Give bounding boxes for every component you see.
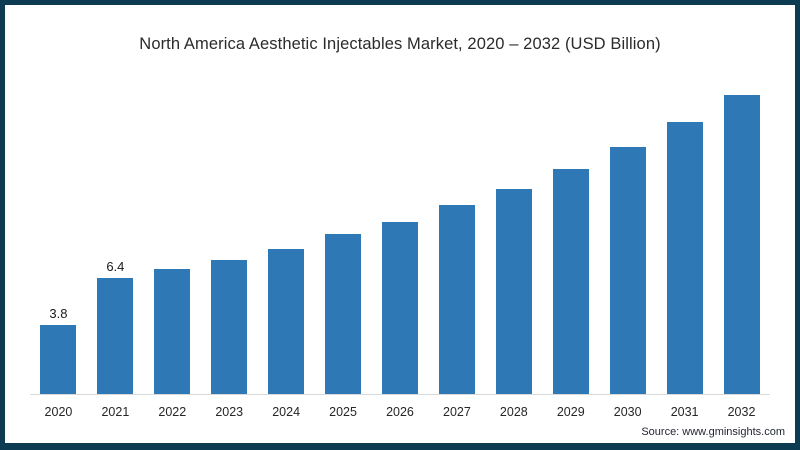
bar-group-2020: 3.8 2020	[30, 306, 86, 419]
bar-2031	[666, 122, 703, 394]
bar-2025	[325, 234, 362, 394]
x-axis-label: 2026	[386, 405, 414, 419]
x-axis-label: 2027	[443, 405, 471, 419]
bar-group-2024: 2024	[258, 249, 314, 419]
x-axis-label: 2024	[272, 405, 301, 419]
bar-value-label: 6.4	[106, 259, 125, 274]
bar-2021	[97, 278, 134, 394]
bar-group-2022: 2022	[144, 269, 200, 419]
bar-group-2025: 2025	[315, 234, 371, 419]
bar-2027	[438, 205, 475, 394]
bar-group-2032: 2032	[714, 95, 770, 419]
bar-2020	[40, 325, 77, 394]
x-axis-label: 2020	[44, 405, 73, 419]
x-axis-label: 2025	[329, 405, 357, 419]
plot-area: 3.8 2020 6.4 2021 2022 2023 2024 2025 2026 2027 20…	[30, 82, 770, 419]
source-text: Source: www.gminsights.com	[641, 426, 785, 438]
bar-2030	[609, 147, 646, 394]
bar-2029	[552, 169, 589, 394]
bar-2026	[381, 222, 418, 394]
bar-2023	[211, 260, 248, 394]
x-axis-label: 2028	[499, 405, 528, 419]
bars-container: 3.8 2020 6.4 2021 2022 2023 2024 2025 2026 2027 20…	[30, 82, 770, 419]
bar-group-2030: 2030	[600, 147, 656, 419]
bar-group-2031: 2031	[657, 122, 713, 419]
x-axis-label: 2032	[727, 405, 756, 419]
bar-group-2029: 2029	[543, 169, 599, 419]
bar-2032	[723, 95, 760, 394]
bar-group-2027: 2027	[429, 205, 485, 419]
bar-group-2021: 6.4 2021	[87, 259, 143, 419]
x-axis-label: 2031	[670, 405, 699, 419]
x-axis-line	[30, 394, 770, 395]
bar-2022	[154, 269, 191, 394]
x-axis-label: 2029	[556, 405, 585, 419]
bar-group-2028: 2028	[486, 189, 542, 419]
bar-group-2026: 2026	[372, 222, 428, 419]
bar-group-2023: 2023	[201, 260, 257, 419]
chart-title: North America Aesthetic Injectables Mark…	[139, 35, 661, 53]
bar-2028	[495, 189, 532, 394]
bar-value-label: 3.8	[49, 306, 68, 321]
bar-2024	[268, 249, 305, 394]
x-axis-label: 2021	[101, 405, 130, 419]
x-axis-label: 2023	[215, 405, 244, 419]
x-axis-label: 2022	[158, 405, 187, 419]
x-axis-label: 2030	[613, 405, 642, 419]
